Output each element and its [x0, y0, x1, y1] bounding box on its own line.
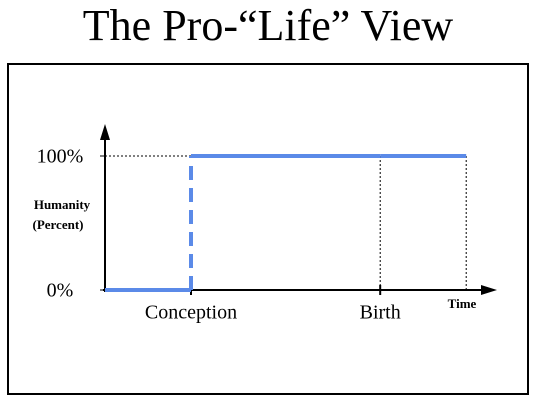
frame [7, 63, 529, 395]
title: The Pro-“Life” View [83, 1, 454, 50]
x-tick-label: Conception [145, 302, 237, 324]
y-tick-label: 100% [37, 146, 84, 168]
y-label: (Percent) [32, 217, 83, 232]
y-arrow [100, 124, 110, 140]
x-label: Time [448, 296, 477, 311]
x-tick-label: Birth [360, 302, 401, 324]
x-arrow [481, 285, 497, 295]
y-label: Humanity [34, 197, 91, 212]
y-tick-label: 0% [47, 280, 74, 302]
